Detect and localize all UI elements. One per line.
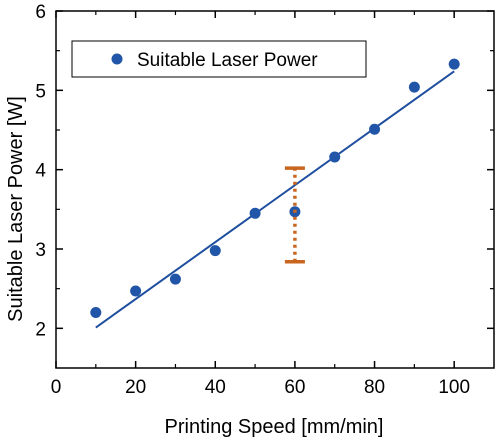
- legend: Suitable Laser Power: [71, 40, 367, 78]
- plot-frame: [55, 10, 495, 369]
- y-tick-label: 5: [35, 81, 46, 102]
- data-point: [209, 245, 221, 257]
- x-axis-label: Printing Speed [mm/min]: [165, 416, 384, 438]
- data-point: [448, 58, 460, 70]
- x-tick-label: 40: [205, 377, 226, 398]
- data-point: [90, 306, 102, 318]
- data-point: [169, 273, 181, 285]
- legend-marker: [111, 53, 123, 65]
- x-tick-label: 80: [364, 377, 385, 398]
- y-axis-label: Suitable Laser Power [W]: [5, 96, 27, 322]
- y-tick-label: 4: [35, 161, 46, 182]
- legend-label: Suitable Laser Power: [137, 50, 318, 71]
- data-point: [408, 81, 420, 93]
- fit-line: [95, 70, 455, 329]
- axis-ticks: 0 20 40 60 80 100 2 3 4 5 6: [35, 2, 494, 398]
- data-point: [369, 123, 381, 135]
- plot-area: [55, 10, 495, 369]
- x-tick-label: 0: [51, 377, 62, 398]
- x-tick-label: 100: [438, 377, 470, 398]
- data-point: [130, 285, 142, 297]
- x-tick-label: 20: [125, 377, 146, 398]
- data-point: [329, 151, 341, 163]
- x-tick-label: 60: [284, 377, 305, 398]
- data-point: [249, 207, 261, 219]
- y-tick-label: 2: [35, 319, 46, 340]
- y-tick-label: 6: [35, 2, 46, 23]
- y-tick-label: 3: [35, 240, 46, 261]
